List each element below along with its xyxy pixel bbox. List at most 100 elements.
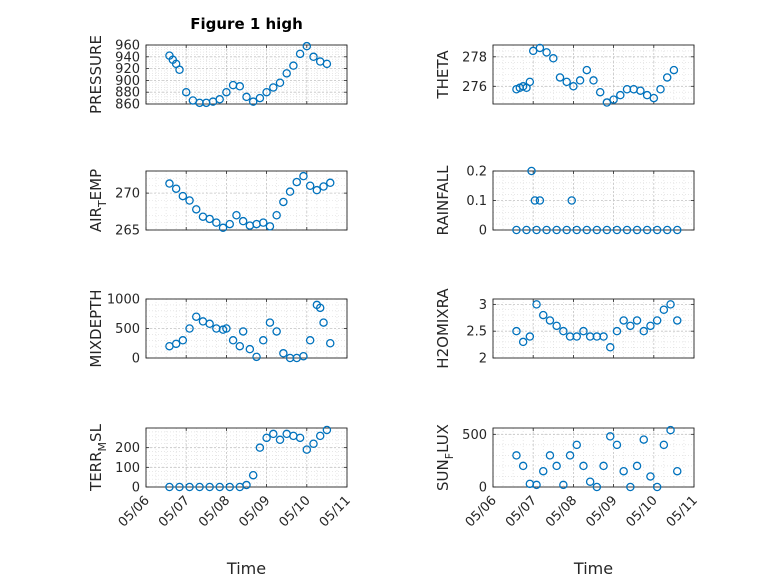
data-point [532, 480, 541, 490]
data-point [285, 187, 295, 196]
data-point [258, 336, 268, 345]
plot-area [146, 45, 347, 104]
y-tick-label: 920 [115, 62, 140, 77]
data-point [606, 343, 615, 352]
data-point [599, 461, 608, 471]
y-tick-label: 1000 [107, 293, 140, 308]
data-point [555, 73, 565, 82]
subplot-rainfall: 0 0.1 0.2 RAINFALL [434, 165, 695, 239]
data-point [582, 225, 592, 235]
data-point [592, 225, 602, 235]
data-point [255, 93, 265, 103]
data-point [542, 48, 551, 57]
y-tick-label: 0 [132, 481, 140, 496]
data-point [289, 61, 298, 70]
data-point [569, 82, 578, 91]
data-point [662, 225, 672, 235]
y-label-main: MIXDEPTH [87, 289, 105, 367]
data-point [639, 435, 649, 444]
y-tick-label: 100 [115, 461, 140, 476]
data-point [269, 429, 278, 439]
y-axis-label: TERRMSL [87, 423, 109, 492]
data-point [512, 451, 521, 460]
y-label-subscript: F [443, 453, 456, 459]
x-tick-label: 05/08 [543, 493, 580, 530]
data-point [205, 214, 214, 224]
data-point [632, 225, 642, 235]
data-point [312, 185, 322, 195]
data-point [567, 196, 576, 205]
x-tick-label: 05/09 [236, 493, 273, 530]
data-point [575, 76, 585, 85]
x-tick-label: 05/09 [583, 493, 620, 530]
data-point [642, 90, 652, 100]
data-point [262, 433, 271, 443]
data-point [589, 76, 598, 85]
data-point [659, 305, 669, 314]
data-point [666, 425, 675, 435]
data-point [562, 225, 571, 235]
data-point [632, 461, 642, 471]
data-point [299, 351, 308, 361]
y-label-tail: EMP [87, 169, 105, 200]
data-point [552, 461, 561, 471]
data-point [606, 432, 615, 441]
y-tick-label: 960 [115, 39, 140, 54]
data-point [666, 300, 675, 309]
data-point [632, 316, 642, 325]
data-point [299, 171, 308, 181]
data-point [242, 480, 251, 490]
data-point [212, 218, 221, 227]
data-point [612, 225, 622, 235]
data-point [545, 316, 555, 325]
x-tick-label: 05/10 [277, 493, 314, 530]
data-point [626, 482, 635, 492]
axes-box [145, 170, 348, 231]
data-point [171, 184, 181, 193]
data-point [622, 225, 632, 235]
data-point [572, 440, 582, 450]
data-point [673, 466, 682, 476]
data-point [252, 352, 261, 362]
data-point [279, 349, 288, 358]
subplot-sun: 05/06 05/07 05/08 05/09 05/10 05/11 0 500 SUNFLU… [434, 424, 701, 578]
data-point [248, 470, 258, 480]
y-axis-label: AIRTEMP [87, 169, 109, 232]
data-point [673, 225, 682, 235]
y-label-main: RAINFALL [434, 165, 452, 236]
data-point [636, 86, 645, 95]
y-label-main: H2OMIXRA [434, 288, 452, 369]
y-tick-label: 3 [479, 298, 487, 313]
y-tick-label: 0.1 [466, 194, 487, 209]
data-point [258, 218, 268, 227]
y-tick-label: 2.5 [466, 325, 487, 340]
y-axis-label: THETA [434, 50, 452, 100]
axes-box [145, 427, 348, 488]
data-point [305, 336, 315, 345]
data-point [309, 52, 318, 62]
data-point [165, 482, 174, 492]
data-point [639, 326, 649, 336]
y-tick-label: 0 [479, 481, 487, 496]
data-point [325, 338, 335, 348]
data-point [315, 431, 325, 441]
data-point [626, 321, 635, 331]
data-point [171, 339, 181, 349]
axes-box [145, 298, 348, 359]
plot-area [493, 428, 694, 487]
data-point [619, 466, 628, 476]
y-label-subscript: M [96, 442, 109, 452]
data-point [175, 65, 184, 75]
data-point [539, 466, 548, 476]
y-tick-label: 0 [479, 224, 487, 239]
y-tick-label: 265 [115, 224, 140, 239]
data-point [559, 480, 568, 490]
data-point [652, 225, 662, 235]
data-point [238, 327, 248, 336]
data-point [602, 225, 612, 235]
data-point [542, 225, 551, 235]
y-axis-label: PRESSURE [87, 35, 105, 114]
data-point [646, 472, 655, 481]
axes-box [492, 44, 695, 105]
